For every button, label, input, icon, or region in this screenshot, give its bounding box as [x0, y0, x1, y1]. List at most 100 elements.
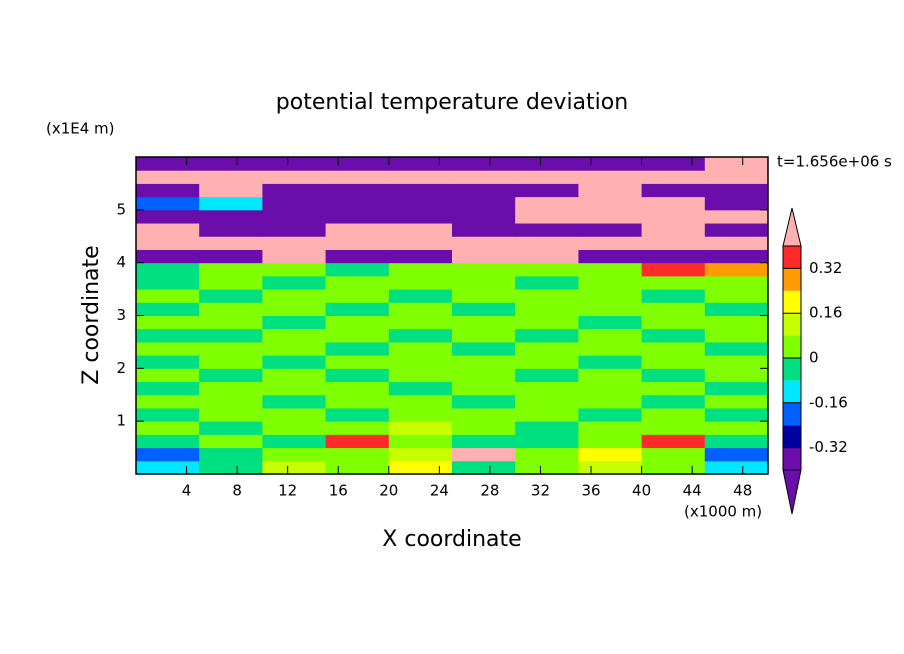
field-cell: [578, 223, 643, 237]
field-cell: [578, 170, 643, 184]
field-cell: [515, 196, 579, 211]
field-cell: [325, 368, 390, 383]
field-cell: [452, 157, 516, 171]
field-cell: [325, 209, 390, 224]
field-cell: [641, 236, 706, 250]
field-cell: [704, 421, 769, 435]
colorbar-tick-label: 0.32: [809, 259, 842, 277]
field-cell: [136, 368, 200, 383]
field-cell: [641, 434, 706, 449]
y-unit: (x1E4 m): [46, 120, 115, 138]
colorbar-band: [783, 425, 801, 448]
field-cell: [452, 328, 516, 343]
field-cell: [641, 249, 706, 264]
field-cell: [136, 262, 200, 277]
x-tick-label: 12: [278, 482, 297, 500]
field-cell: [704, 368, 769, 383]
field-cell: [515, 394, 579, 409]
field-cell: [136, 355, 200, 369]
field-cell: [325, 236, 390, 250]
field-cell: [388, 394, 453, 409]
field-cell: [515, 183, 579, 198]
field-cell: [262, 421, 327, 435]
field-cell: [641, 421, 706, 435]
colorbar-band: [783, 358, 801, 381]
field-cell: [704, 249, 769, 264]
field-cell: [388, 183, 453, 198]
field-cell: [704, 196, 769, 211]
field-cell: [262, 196, 327, 211]
field-cell: [452, 289, 516, 303]
field-cell: [136, 394, 200, 409]
field-cell: [452, 223, 516, 237]
field-cell: [136, 183, 200, 198]
field-cell: [325, 421, 390, 435]
x-tick-label: 24: [430, 482, 449, 500]
field-cell: [704, 209, 769, 224]
field-cell: [199, 157, 263, 171]
field-cell: [704, 315, 769, 330]
field-cell: [199, 223, 263, 237]
field-cell: [452, 355, 516, 369]
field-cell: [704, 262, 769, 277]
y-axis-label: Z coordinate: [79, 245, 104, 384]
field-cell: [578, 315, 643, 330]
field-cell: [325, 394, 390, 409]
field-cell: [578, 355, 643, 369]
colorbar-tick-label: 0.16: [809, 304, 842, 322]
field-cell: [515, 289, 579, 303]
field-cell: [578, 236, 643, 250]
field-cell: [325, 262, 390, 277]
colorbar-tick-label: -0.32: [809, 438, 848, 456]
field-cell: [136, 381, 200, 396]
field-cell: [199, 236, 263, 250]
field-cell: [578, 262, 643, 277]
field-cell: [199, 196, 263, 211]
field-cell: [199, 460, 263, 475]
field-cell: [578, 157, 643, 171]
field-cell: [388, 328, 453, 343]
field-cell: [515, 407, 579, 422]
field-cell: [452, 434, 516, 449]
field-cell: [704, 302, 769, 316]
field-cell: [199, 421, 263, 435]
field-cell: [578, 434, 643, 449]
field-cell: [262, 223, 327, 237]
field-cell: [452, 196, 516, 211]
field-cell: [262, 407, 327, 422]
field-cell: [388, 460, 453, 475]
field-cell: [262, 183, 327, 198]
field-cell: [452, 447, 516, 462]
field-cell: [515, 275, 579, 290]
colorbar-band: [783, 290, 801, 314]
field-cell: [136, 236, 200, 250]
field-cell: [578, 275, 643, 290]
field-cell: [641, 170, 706, 184]
field-cell: [199, 434, 263, 449]
field-cell: [515, 223, 579, 237]
field-cell: [136, 407, 200, 422]
field-cell: [388, 368, 453, 383]
colorbar-under: [782, 469, 802, 515]
field-cell: [136, 157, 200, 171]
colorbar-band: [783, 380, 801, 403]
field-cell: [515, 236, 579, 250]
field-cell: [199, 328, 263, 343]
field-cell: [325, 447, 390, 462]
field-cell: [325, 341, 390, 356]
field-cell: [641, 183, 706, 198]
field-cell: [452, 262, 516, 277]
field-cell: [641, 289, 706, 303]
x-tick-label: 44: [683, 482, 702, 500]
field-cell: [388, 170, 453, 184]
field-cell: [452, 368, 516, 383]
field-cell: [641, 328, 706, 343]
field-cell: [704, 236, 769, 250]
field-cell: [452, 249, 516, 264]
field-cell: [515, 368, 579, 383]
field-cell: [578, 209, 643, 224]
y-tick-label: 1: [116, 412, 126, 430]
field-cell: [704, 289, 769, 303]
field-cell: [578, 289, 643, 303]
field-cell: [704, 328, 769, 343]
